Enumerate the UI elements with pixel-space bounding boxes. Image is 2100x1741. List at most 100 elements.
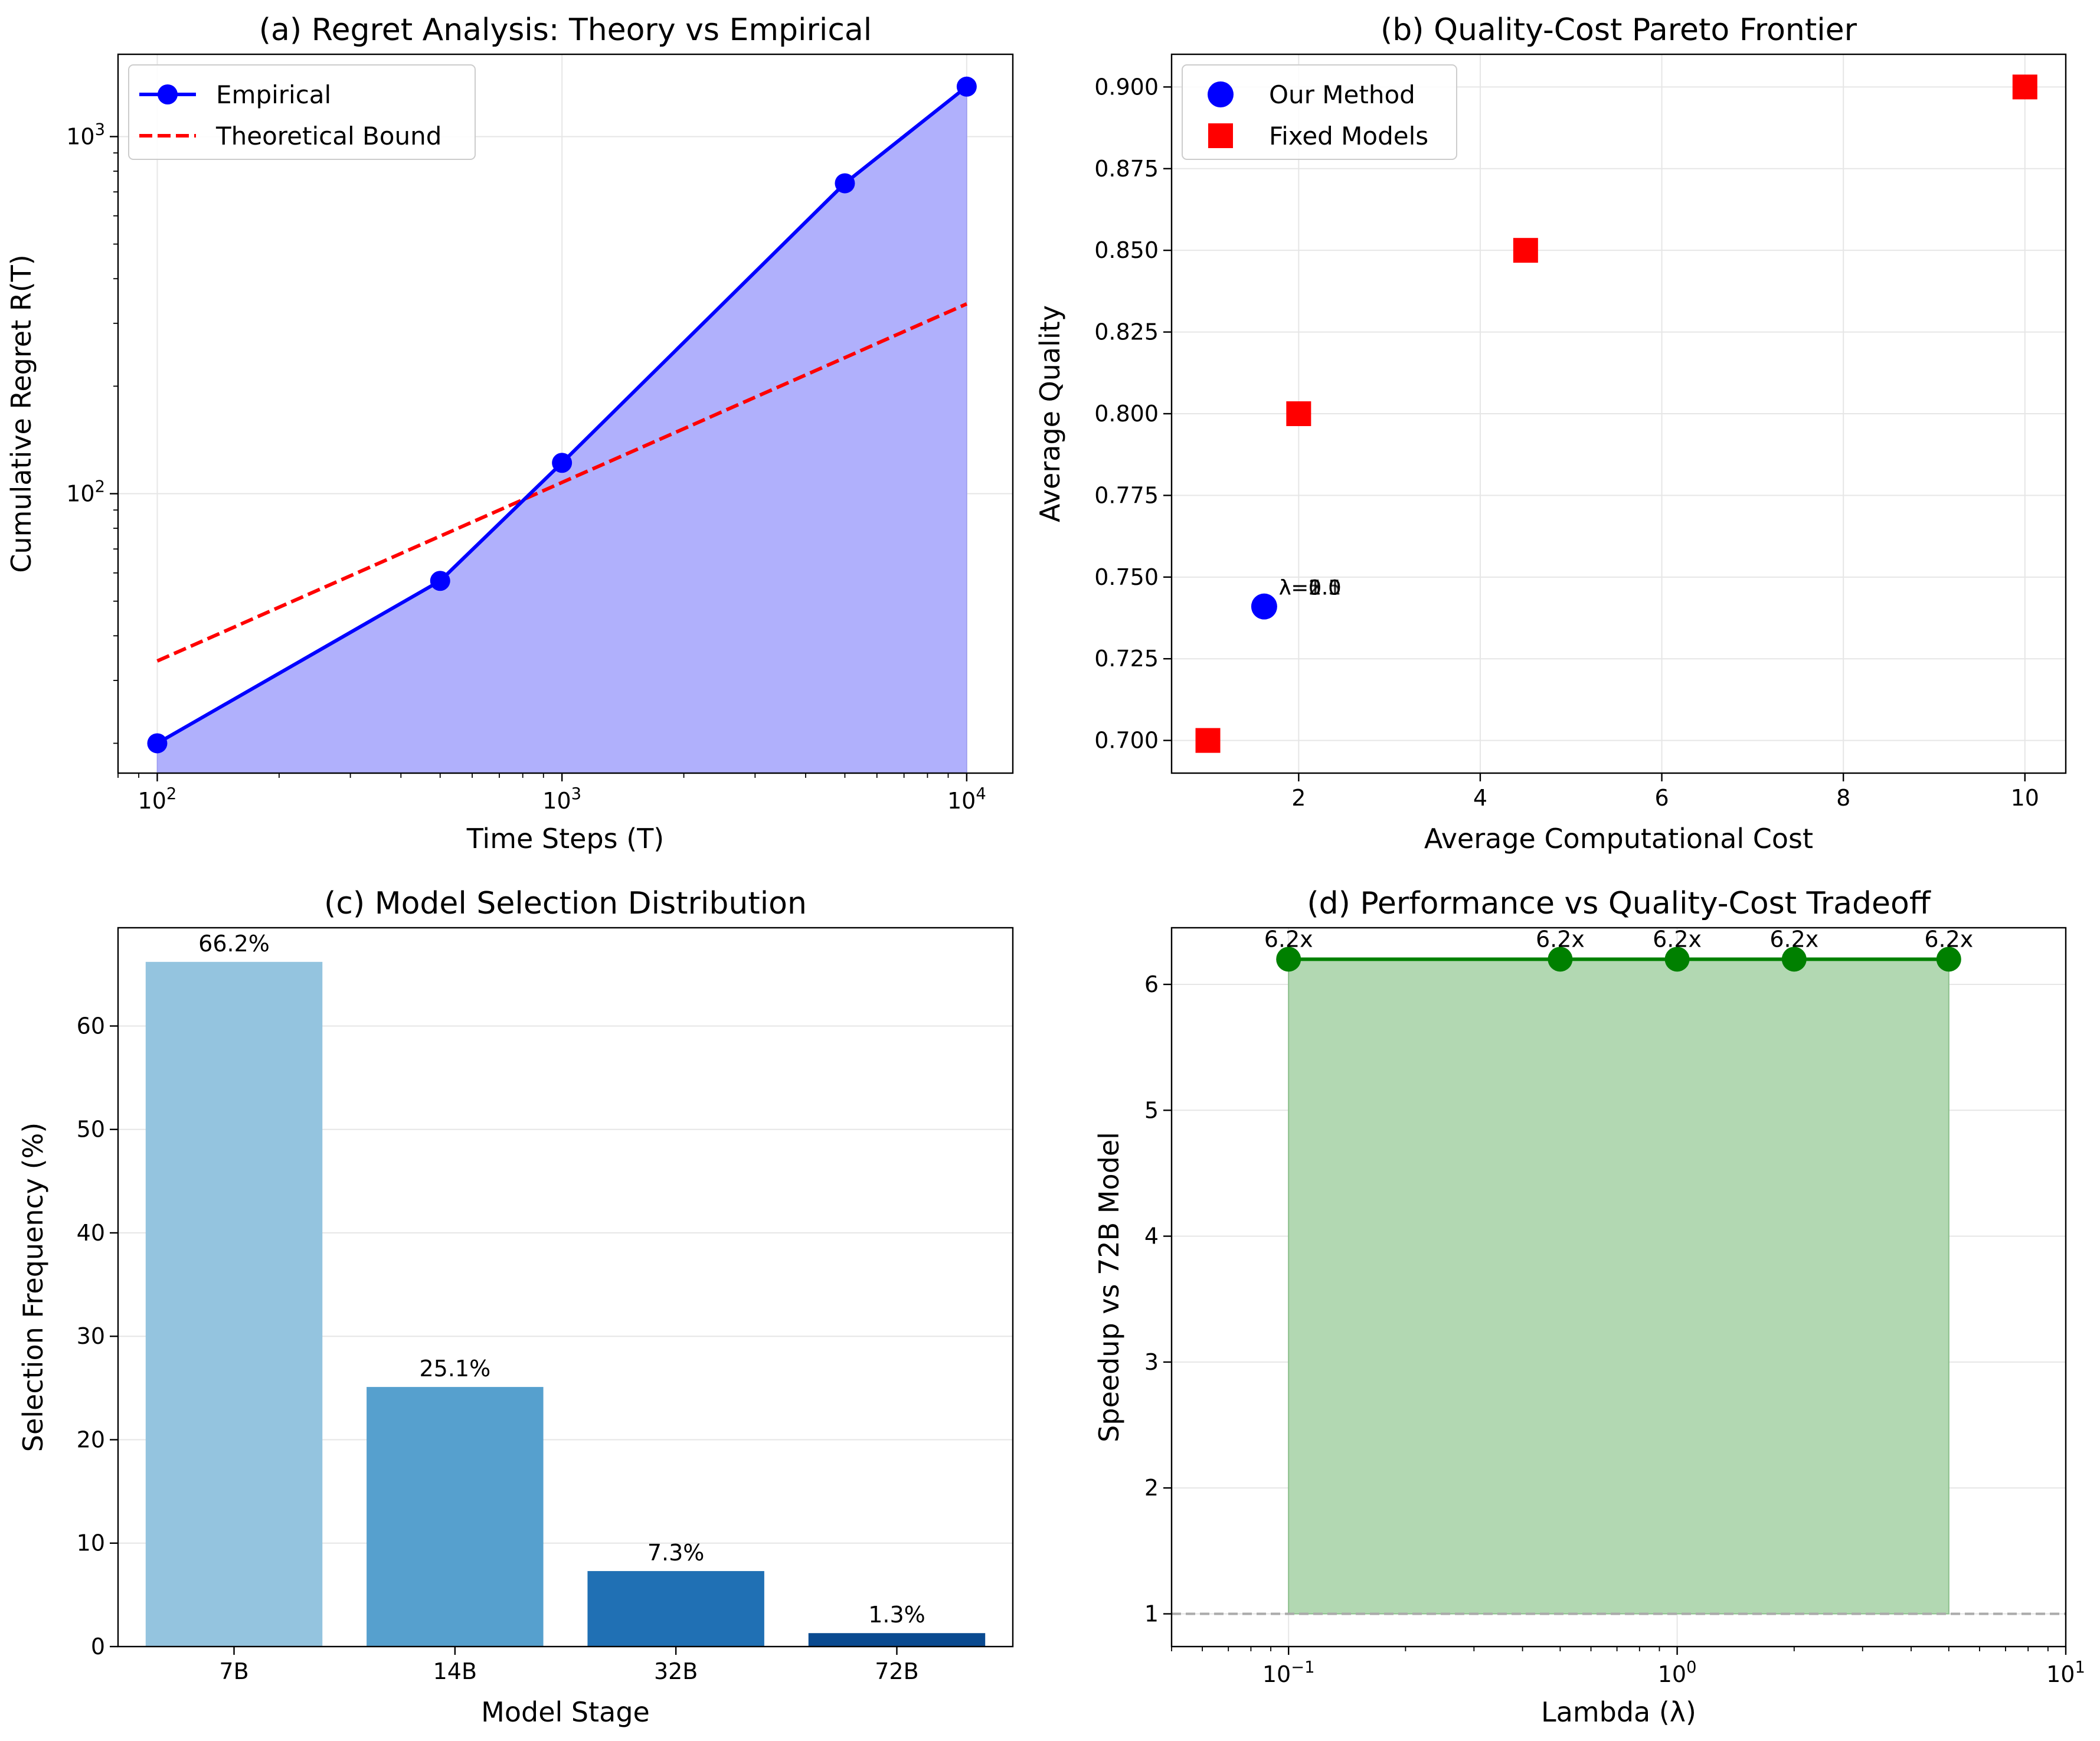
legend-box xyxy=(1182,64,1457,160)
lambda-annotation: λ=5.0 xyxy=(1279,577,1342,600)
speedup-point xyxy=(1664,947,1690,972)
lambda-annotation: λ=1.0 xyxy=(1279,577,1342,600)
fixed-model-point xyxy=(2012,74,2037,100)
speedup-value-label: 6.2x xyxy=(1536,926,1585,952)
x-tick-label: 2 xyxy=(1291,785,1306,811)
x-tick-label: 104 xyxy=(947,785,986,814)
empirical-point xyxy=(430,571,450,591)
lambda-annotation: λ=0.1 xyxy=(1279,577,1342,600)
chart-c: 66.2% 7B 25.1% 14B 7.3% 32B 1.3% 72B 0 10 20 30 40 50… xyxy=(17,886,1014,1728)
fixed-model-point xyxy=(1286,401,1311,426)
legend-marker-fixed-models xyxy=(1208,123,1233,148)
chart-b: λ=0.1λ=0.5λ=1.0λ=2.0λ=5.0 2 4 6 8 10 0.700 0.72… xyxy=(1034,12,2067,855)
y-tick-label: 0.825 xyxy=(1094,319,1159,345)
x-tick-label: 102 xyxy=(138,785,177,814)
empirical-point xyxy=(147,733,168,754)
y-tick-label: 0 xyxy=(91,1634,105,1660)
empirical-point xyxy=(552,453,573,473)
speedup-point xyxy=(1548,947,1573,972)
legend-marker-our-method xyxy=(1208,81,1234,107)
speedup-value-label: 6.2x xyxy=(1924,926,1973,952)
chart-title-b: (b) Quality-Cost Pareto Frontier xyxy=(1381,12,1857,48)
lambda-annotation: λ=0.5 xyxy=(1279,577,1342,600)
chart-title-d: (d) Performance vs Quality-Cost Tradeoff xyxy=(1307,886,1931,921)
bar-value-label: 1.3% xyxy=(868,1602,925,1628)
x-axis-label-b: Average Computational Cost xyxy=(1424,823,1813,855)
x-tick-label: 72B xyxy=(875,1658,918,1684)
axes-frame xyxy=(1170,927,2067,1648)
y-tick-label: 40 xyxy=(77,1220,105,1246)
chart-title-a: (a) Regret Analysis: Theory vs Empirical xyxy=(259,12,872,48)
our-method-point xyxy=(1251,593,1277,620)
bar-72B xyxy=(808,1633,986,1647)
y-tick-label: 6 xyxy=(1144,971,1159,997)
y-tick-label: 3 xyxy=(1144,1349,1159,1375)
empirical-point xyxy=(835,173,855,194)
x-axis-label-d: Lambda (λ) xyxy=(1541,1696,1696,1728)
x-tick-label: 10−1 xyxy=(1262,1658,1315,1687)
legend-label-our-method: Our Method xyxy=(1269,80,1415,109)
empirical-point xyxy=(956,76,977,97)
y-axis-label-d: Speedup vs 72B Model xyxy=(1093,1132,1125,1442)
bar-value-label: 25.1% xyxy=(419,1356,490,1382)
x-tick-label: 100 xyxy=(1658,1658,1697,1687)
speedup-point xyxy=(1276,947,1301,972)
y-tick-label: 50 xyxy=(77,1117,105,1143)
y-axis-label-c: Selection Frequency (%) xyxy=(17,1123,49,1452)
y-axis-label-a: Cumulative Regret R(T) xyxy=(5,254,37,572)
x-tick-label: 101 xyxy=(2046,1658,2085,1687)
fixed-model-point xyxy=(1195,728,1221,753)
x-tick-label: 4 xyxy=(1473,785,1487,811)
speedup-fill-area xyxy=(1288,958,1949,1615)
y-tick-label: 102 xyxy=(66,478,105,507)
y-tick-label: 0.875 xyxy=(1094,156,1159,182)
legend-label-fixed-models: Fixed Models xyxy=(1269,122,1428,150)
theoretical-bound-line xyxy=(156,302,968,663)
bar-value-label: 7.3% xyxy=(647,1540,705,1566)
bar-14B xyxy=(367,1387,544,1647)
x-tick-label: 7B xyxy=(219,1658,248,1684)
y-tick-label: 103 xyxy=(66,120,105,149)
y-tick-label: 4 xyxy=(1144,1223,1159,1249)
chart-title-c: (c) Model Selection Distribution xyxy=(324,886,807,921)
x-tick-label: 14B xyxy=(433,1658,477,1684)
x-axis-label-a: Time Steps (T) xyxy=(466,823,665,855)
legend-label-empirical: Empirical xyxy=(216,80,331,109)
y-axis-label-b: Average Quality xyxy=(1034,305,1066,522)
y-tick-label: 0.900 xyxy=(1094,74,1159,100)
y-tick-label: 60 xyxy=(77,1013,105,1039)
y-tick-label: 0.850 xyxy=(1094,237,1159,263)
y-tick-label: 2 xyxy=(1144,1475,1159,1501)
y-tick-label: 1 xyxy=(1144,1601,1159,1627)
legend-marker-empirical xyxy=(158,84,178,104)
bar-32B xyxy=(587,1571,764,1647)
speedup-point xyxy=(1936,947,1961,972)
x-tick-label: 6 xyxy=(1654,785,1669,811)
x-tick-label: 32B xyxy=(654,1658,698,1684)
y-tick-label: 30 xyxy=(77,1323,105,1349)
bar-7B xyxy=(145,961,323,1647)
legend-label-theoretical: Theoretical Bound xyxy=(215,122,441,150)
x-tick-label: 10 xyxy=(2011,785,2039,811)
x-tick-label: 103 xyxy=(542,785,581,814)
y-tick-label: 0.750 xyxy=(1094,564,1159,590)
lambda-annotation: λ=2.0 xyxy=(1279,577,1342,600)
y-tick-label: 0.775 xyxy=(1094,482,1159,508)
chart-a: 102 103 104 102 103 (a) Regret Analysis: Theo… xyxy=(5,12,1014,855)
speedup-value-label: 6.2x xyxy=(1264,926,1313,952)
axes-frame xyxy=(117,927,1014,1648)
y-tick-label: 10 xyxy=(77,1530,105,1556)
x-tick-label: 8 xyxy=(1836,785,1850,811)
y-tick-label: 0.700 xyxy=(1094,728,1159,754)
speedup-value-label: 6.2x xyxy=(1653,926,1702,952)
chart-d: 6.2x 6.2x 6.2x 6.2x 6.2x 10−1 100 101 1 2 3 4 5 6 (d) … xyxy=(1093,886,2085,1728)
legend-box xyxy=(128,64,476,160)
y-tick-label: 0.800 xyxy=(1094,401,1159,427)
speedup-value-label: 6.2x xyxy=(1769,926,1818,952)
x-axis-label-c: Model Stage xyxy=(481,1696,650,1728)
bar-value-label: 66.2% xyxy=(198,931,270,957)
speedup-point xyxy=(1781,947,1807,972)
axes-frame xyxy=(117,53,1014,774)
fixed-model-point xyxy=(1513,238,1538,263)
